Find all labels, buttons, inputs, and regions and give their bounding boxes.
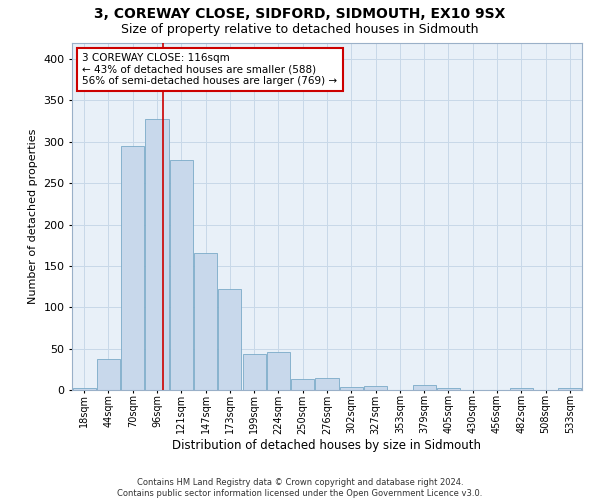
X-axis label: Distribution of detached houses by size in Sidmouth: Distribution of detached houses by size … — [173, 439, 482, 452]
Text: 3 COREWAY CLOSE: 116sqm
← 43% of detached houses are smaller (588)
56% of semi-d: 3 COREWAY CLOSE: 116sqm ← 43% of detache… — [82, 53, 337, 86]
Bar — [194, 254, 217, 390]
Bar — [316, 378, 338, 390]
Bar — [218, 289, 241, 390]
Bar — [170, 160, 193, 390]
Bar — [145, 118, 169, 390]
Bar — [97, 358, 120, 390]
Y-axis label: Number of detached properties: Number of detached properties — [28, 128, 38, 304]
Bar — [340, 386, 363, 390]
Text: 3, COREWAY CLOSE, SIDFORD, SIDMOUTH, EX10 9SX: 3, COREWAY CLOSE, SIDFORD, SIDMOUTH, EX1… — [94, 8, 506, 22]
Bar — [242, 354, 266, 390]
Text: Size of property relative to detached houses in Sidmouth: Size of property relative to detached ho… — [121, 22, 479, 36]
Bar — [413, 385, 436, 390]
Bar — [73, 388, 95, 390]
Bar — [267, 352, 290, 390]
Bar — [559, 388, 581, 390]
Bar — [291, 379, 314, 390]
Text: Contains HM Land Registry data © Crown copyright and database right 2024.
Contai: Contains HM Land Registry data © Crown c… — [118, 478, 482, 498]
Bar — [121, 146, 144, 390]
Bar — [364, 386, 387, 390]
Bar — [437, 388, 460, 390]
Bar — [510, 388, 533, 390]
